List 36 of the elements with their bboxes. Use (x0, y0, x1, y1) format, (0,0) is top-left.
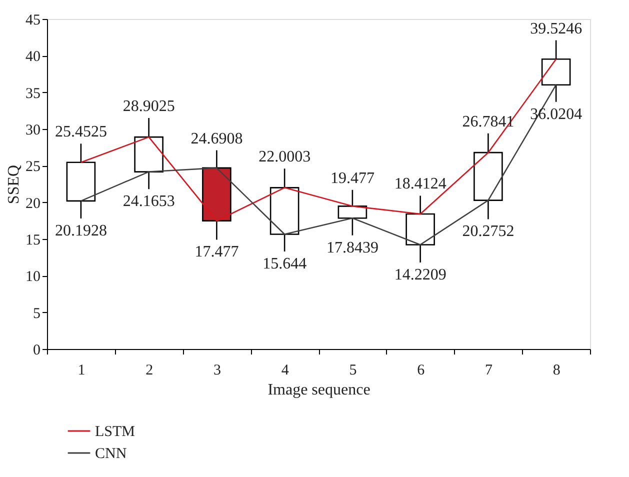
data-label: 24.6908 (190, 130, 243, 148)
data-label: 39.5246 (530, 20, 582, 38)
data-label: 28.9025 (122, 98, 175, 115)
y-axis-title: SSEQ (6, 164, 22, 204)
data-label: 18.4124 (394, 176, 446, 193)
y-tick-label: 35 (26, 86, 40, 102)
y-tick-label: 10 (26, 269, 40, 286)
data-label: 19.477 (330, 170, 374, 187)
legend-label: LSTM (95, 424, 136, 440)
y-tick-label: 25 (26, 159, 40, 176)
data-label: 20.2752 (462, 223, 514, 240)
data-label: 15.644 (262, 255, 307, 272)
x-tick-label: 1 (78, 362, 86, 378)
y-tick-label: 15 (26, 232, 40, 248)
y-tick-label: 0 (33, 342, 40, 358)
x-tick-label: 5 (349, 362, 357, 378)
data-label: 24.1653 (122, 193, 175, 210)
x-tick-label: 4 (281, 362, 290, 378)
data-label: 20.1928 (54, 222, 107, 240)
data-label: 25.4525 (54, 124, 107, 141)
y-tick-label: 40 (26, 49, 40, 66)
data-label: 14.2209 (394, 266, 446, 284)
data-label: 17.8439 (326, 239, 378, 256)
x-tick-label: 2 (146, 362, 154, 378)
x-tick-label: 6 (417, 362, 426, 378)
y-tick-label: 5 (33, 306, 40, 322)
data-label: 22.0003 (258, 148, 311, 166)
legend-label: CNN (95, 446, 127, 462)
data-label: 17.477 (194, 244, 239, 261)
y-tick-label: 30 (26, 122, 40, 138)
y-tick-label: 20 (26, 196, 40, 212)
x-axis-title: Image sequence (268, 382, 370, 398)
y-tick-label: 45 (26, 12, 40, 28)
x-tick-label: 8 (552, 362, 560, 378)
x-tick-label: 3 (213, 362, 221, 378)
x-tick-label: 7 (484, 362, 493, 378)
